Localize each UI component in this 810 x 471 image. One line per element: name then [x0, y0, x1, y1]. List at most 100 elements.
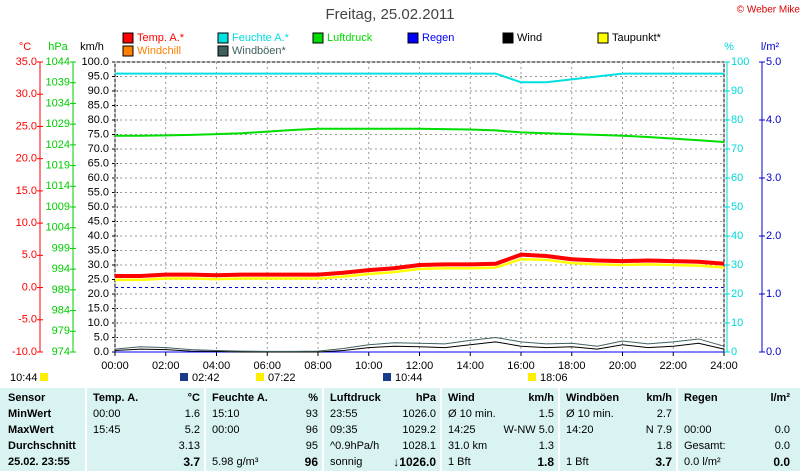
legend-label: Feuchte A.*	[232, 32, 290, 44]
timeline-label: 18:06	[540, 372, 568, 384]
cell-left: 09:35	[330, 424, 358, 436]
y-tick-label: 1004	[46, 222, 70, 234]
separator	[322, 388, 324, 471]
cell-left: 00:00	[212, 424, 240, 436]
y-tick-label: 5.0	[766, 56, 781, 68]
cell-left: 0.0 l/m²	[684, 456, 721, 468]
row-label: Durchschnitt	[8, 440, 76, 452]
axis-unit: hPa	[48, 41, 68, 53]
y-tick-label: 1014	[46, 180, 70, 192]
legend-label: Regen	[422, 32, 454, 44]
separator	[440, 388, 442, 471]
y-tick-label: 0	[731, 346, 737, 358]
cell-left: 00:00	[684, 424, 712, 436]
timeline-label: 10:44	[10, 372, 38, 384]
cell-value: 3.7	[655, 455, 672, 469]
y-tick-label: 25.0	[88, 273, 109, 285]
cell-left: 15:10	[212, 408, 240, 420]
cell-value: ↓1026.0	[393, 455, 436, 469]
axis-unit: l/m²	[761, 41, 780, 53]
legend-swatch	[217, 45, 229, 57]
cell-left: 23:55	[330, 408, 358, 420]
legend-label: Temp. A.*	[137, 32, 185, 44]
legend-swatch	[407, 32, 419, 44]
copyright: © Weber Mike	[737, 5, 801, 16]
header-unit: km/h	[646, 392, 672, 404]
timeline-label: 07:22	[268, 372, 296, 384]
chart-title: Freitag, 25.02.2011	[326, 6, 455, 23]
y-tick-label: 1009	[46, 201, 70, 213]
y-tick-label: 974	[52, 346, 70, 358]
y-tick-label: 70	[731, 143, 743, 155]
y-tick-label: 0.0	[94, 346, 109, 358]
y-tick-label: 10.0	[88, 317, 109, 329]
legend-swatch	[217, 32, 229, 44]
cell-left: 1 Bft	[448, 456, 471, 468]
y-tick-label: 90	[731, 85, 743, 97]
x-tick-label: 14:00	[456, 360, 484, 372]
y-tick-label: 1024	[46, 139, 70, 151]
cell-value: 1026.0	[402, 408, 436, 420]
cell-value: 1028.1	[402, 440, 436, 452]
cell-value: 3.7	[183, 455, 200, 469]
y-tick-label: 1019	[46, 159, 70, 171]
axis-unit: °C	[19, 41, 31, 53]
y-tick-label: 1029	[46, 118, 70, 130]
separator	[558, 388, 560, 471]
header-unit: hPa	[415, 392, 436, 404]
cell-left: 14:25	[448, 424, 476, 436]
y-tick-label: 85.0	[88, 99, 109, 111]
timeline-label: 02:42	[192, 372, 220, 384]
cell-value: 5.2	[184, 424, 200, 436]
header-unit: %	[308, 392, 318, 404]
y-tick-label: 100	[731, 56, 749, 68]
cell-value: 93	[305, 408, 318, 420]
marker-icon	[180, 373, 188, 381]
legend-swatch	[122, 45, 134, 57]
y-tick-label: 1039	[46, 77, 70, 89]
cell-value: 3.13	[178, 440, 200, 452]
cell-value: 1.6	[184, 408, 200, 420]
marker-icon	[40, 373, 48, 381]
y-tick-label: 15.0	[88, 302, 109, 314]
legend-label: Taupunkt*	[612, 32, 662, 44]
legend-label: Luftdruck	[327, 32, 373, 44]
axis-unit: km/h	[80, 41, 104, 53]
y-tick-label: 5.0	[94, 331, 109, 343]
x-tick-label: 20:00	[609, 360, 637, 372]
legend-label: Windchill	[137, 45, 181, 57]
legend-label: Wind	[517, 32, 542, 44]
y-tick-label: 4.0	[766, 114, 781, 126]
marker-icon	[256, 373, 264, 381]
marker-icon	[383, 373, 391, 381]
y-tick-label: 55.0	[88, 186, 109, 198]
y-tick-label: 45.0	[88, 215, 109, 227]
cell-value: 0.0	[773, 455, 790, 469]
legend-swatch	[122, 32, 134, 44]
y-tick-label: 10.0	[16, 217, 37, 229]
y-tick-label: 10	[731, 317, 743, 329]
y-tick-label: 30.0	[16, 88, 37, 100]
x-tick-label: 00:00	[101, 360, 129, 372]
cell-value: N 7.9	[645, 424, 672, 436]
y-tick-label: 60	[731, 172, 743, 184]
y-tick-label: 60.0	[88, 172, 109, 184]
header-label: Sensor	[8, 392, 46, 404]
cell-left: 15:45	[93, 424, 121, 436]
x-tick-label: 18:00	[558, 360, 586, 372]
y-tick-label: 994	[52, 263, 70, 275]
y-tick-label: 979	[52, 325, 70, 337]
cell-value: 2.7	[656, 408, 672, 420]
y-tick-label: 50	[731, 201, 743, 213]
legend-swatch	[502, 32, 514, 44]
y-tick-label: 20.0	[88, 288, 109, 300]
cell-left: Ø 10 min.	[448, 408, 496, 420]
axis-unit: %	[724, 41, 734, 53]
y-tick-label: 984	[52, 304, 70, 316]
y-tick-label: 5.0	[22, 249, 37, 261]
cell-value: W-NW 5.0	[503, 424, 554, 436]
y-tick-label: 80.0	[88, 114, 109, 126]
series-line	[115, 257, 725, 282]
cell-left: 1 Bft	[566, 456, 589, 468]
y-tick-label: 80	[731, 114, 743, 126]
